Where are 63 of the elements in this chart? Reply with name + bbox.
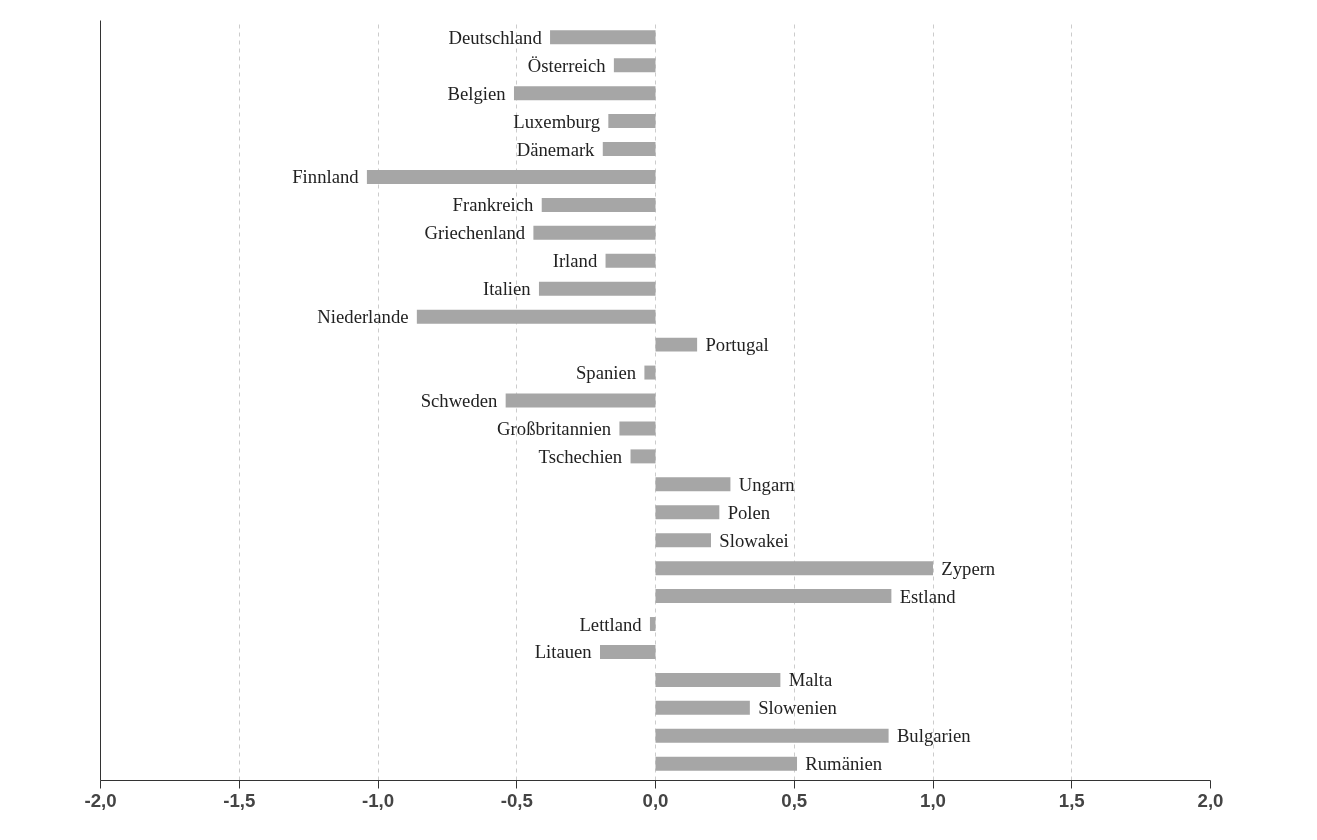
bar — [513, 86, 656, 101]
y-tick-label: Bulgarien — [896, 725, 972, 747]
y-tick-label: Slowakei — [719, 529, 789, 551]
y-tick-label: Niederlande — [317, 306, 409, 328]
bar — [533, 225, 656, 240]
x-tick-label: -1,5 — [223, 789, 256, 811]
bar — [602, 142, 656, 157]
bar — [505, 393, 656, 408]
y-tick-label: Ungarn — [738, 473, 796, 495]
bar — [366, 169, 656, 184]
y-tick-label: Frankreich — [452, 194, 535, 216]
y-tick-label: Polen — [727, 501, 771, 523]
y-tick-label: Lettland — [579, 613, 643, 635]
bar — [538, 281, 656, 296]
y-tick-label: Portugal — [705, 334, 769, 356]
y-tick-label: Irland — [552, 250, 598, 272]
y-tick-label: Dänemark — [516, 138, 596, 160]
y-tick-label: Belgien — [447, 82, 507, 104]
x-tick-label: 1,5 — [1058, 789, 1085, 811]
x-tick-label: 1,0 — [920, 789, 946, 811]
bar — [550, 30, 656, 45]
bar — [600, 644, 656, 659]
bar — [541, 197, 656, 212]
x-tick-label: 0,5 — [781, 789, 808, 811]
bar — [655, 477, 731, 492]
y-tick-label: Großbritannien — [497, 417, 612, 439]
bar — [655, 533, 711, 548]
x-tick-label: 2,0 — [1197, 789, 1224, 811]
bar — [655, 728, 889, 743]
y-tick-label: Spanien — [575, 362, 637, 384]
bar — [630, 449, 656, 464]
y-tick-label: Litauen — [534, 641, 593, 663]
y-tick-label: Österreich — [527, 54, 607, 76]
bar — [655, 337, 698, 352]
bar — [644, 365, 656, 380]
y-tick-label: Tschechien — [538, 445, 623, 467]
y-tick-label: Schweden — [420, 390, 498, 411]
y-tick-label: Rumänien — [805, 753, 883, 775]
bar — [655, 700, 750, 715]
bar — [655, 561, 933, 576]
y-tick-label: Slowenien — [758, 697, 838, 719]
y-tick-label: Italien — [482, 278, 532, 300]
y-tick-label: Deutschland — [448, 26, 543, 48]
y-tick-label: Zypern — [941, 557, 996, 579]
bar — [655, 756, 798, 771]
x-tick-label: -1,0 — [361, 789, 395, 811]
y-tick-label: Luxemburg — [513, 110, 601, 132]
y-tick-label: Estland — [899, 585, 957, 607]
bar — [605, 253, 656, 268]
bar — [416, 309, 656, 324]
x-tick-label: -2,0 — [84, 789, 117, 811]
x-tick-label: -0,5 — [500, 789, 533, 811]
bar — [649, 617, 656, 632]
bar — [655, 672, 781, 687]
bar — [655, 505, 720, 520]
bar — [608, 114, 656, 129]
y-tick-label: Griechenland — [424, 222, 526, 244]
bar — [613, 58, 656, 73]
y-tick-label: Malta — [788, 669, 833, 691]
y-tick-label: Finnland — [292, 166, 360, 188]
x-tick-label: 0,0 — [642, 789, 669, 811]
bar — [619, 421, 656, 436]
bar — [655, 589, 892, 604]
